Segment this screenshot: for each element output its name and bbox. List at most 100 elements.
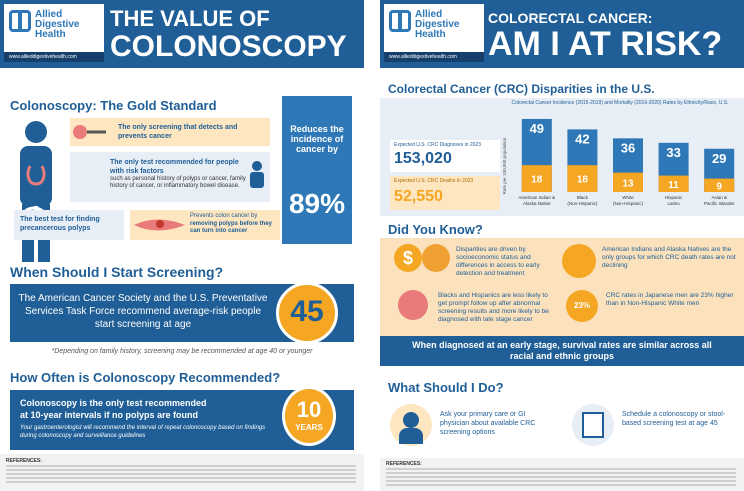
logo-url: www.allieddigestivehealth.com xyxy=(4,52,104,62)
incidence-label: 33 xyxy=(666,145,680,160)
mortality-label: 18 xyxy=(531,175,543,186)
mortality-bar xyxy=(567,165,598,192)
gold-standard-heading: Colonoscopy: The Gold Standard xyxy=(10,98,217,113)
mortality-bar xyxy=(521,165,552,192)
age-badge: 45 xyxy=(276,282,338,344)
years-value: 10 xyxy=(296,397,322,422)
crc-rates-chart: Colorectal Cancer Incidence (2015-2019) … xyxy=(502,100,735,206)
survival-banner: When diagnosed at an early stage, surviv… xyxy=(380,336,744,366)
expected-deaths-box: Expected U.S. CRC Deaths in 2023 52,550 xyxy=(390,176,500,210)
dollar-icon: $ xyxy=(394,244,422,272)
reduction-percent: 89% xyxy=(288,188,346,219)
mortality-label: 13 xyxy=(622,178,634,189)
japanese-men-badge: 23% xyxy=(566,290,598,322)
how-often-text-1: Colonoscopy is the only test recommended xyxy=(20,398,207,408)
fact-3-text: Blacks and Hispanics are less likely to … xyxy=(438,292,549,323)
category-label: (Non-Hispanic) xyxy=(567,201,598,206)
logo: Allied Digestive Health www.allieddigest… xyxy=(4,4,104,62)
mortality-bar xyxy=(704,178,735,192)
benefit-4-text-b: removing polyps before they can turn int… xyxy=(190,221,273,234)
benefit-row-3: The best test for finding precancerous p… xyxy=(14,210,124,240)
when-text: The American Cancer Society and the U.S.… xyxy=(18,293,268,330)
references-text xyxy=(6,465,356,485)
incidence-label: 29 xyxy=(712,151,726,166)
category-label: Alaska Native xyxy=(523,201,551,206)
page-title-line-1: THE VALUE OF xyxy=(110,6,270,31)
family-icon xyxy=(250,161,264,188)
incidence-label: 42 xyxy=(575,131,589,146)
incidence-label: 36 xyxy=(621,140,635,155)
benefit-2-text: The only test recommended for people wit… xyxy=(110,159,239,175)
logo-url-2: www.allieddigestivehealth.com xyxy=(384,52,484,62)
mortality-bar xyxy=(658,175,689,192)
category-label: Black xyxy=(577,195,589,200)
category-label: Hispanic xyxy=(665,195,683,200)
reduces-text: Reduces the incidence of cancer by xyxy=(290,124,344,154)
colonoscopy-infographic: Allied Digestive Health www.allieddigest… xyxy=(0,0,364,491)
references-text-2 xyxy=(386,468,736,486)
logo-icon xyxy=(9,10,31,32)
what-should-i-do-heading: What Should I Do? xyxy=(388,380,504,395)
benefit-1-text: The only screening that detects and prev… xyxy=(118,124,238,140)
age-value: 45 xyxy=(290,295,324,328)
incidence-reduction-card: Reduces the incidence of cancer by 89% xyxy=(282,96,352,244)
action-1-text: Ask your primary care or GI physician ab… xyxy=(440,411,536,436)
years-label: YEARS xyxy=(295,423,323,432)
fact-4-text: CRC rates in Japanese men are 23% higher… xyxy=(606,292,734,307)
survival-banner-text: When diagnosed at an early stage, surviv… xyxy=(412,340,712,361)
references-label: REFERENCES: xyxy=(6,458,42,464)
category-label: (Non-Hispanic) xyxy=(613,201,644,206)
scope-icon xyxy=(73,125,106,139)
logo-text-2: Digestive xyxy=(35,19,80,30)
fact-2-text: American Indians and Alaska Natives are … xyxy=(602,246,736,269)
category-label: Asian & xyxy=(711,195,727,200)
when-heading: When Should I Start Screening? xyxy=(10,264,224,280)
incidence-label: 49 xyxy=(530,121,544,136)
expected-deaths-value: 52,550 xyxy=(394,188,443,205)
feather-icon xyxy=(562,244,596,278)
mortality-bar xyxy=(613,172,643,192)
mortality-label: 9 xyxy=(716,181,722,192)
chart-ylabel: Rate per 100,000 population xyxy=(502,137,507,194)
expected-deaths-label: Expected U.S. CRC Deaths in 2023 xyxy=(394,178,474,184)
logo-2: Allied Digestive Health www.allieddigest… xyxy=(384,4,484,62)
location-icon xyxy=(422,244,450,272)
benefit-row-4: Prevents colon cancer by removing polyps… xyxy=(130,210,280,240)
how-often-text-2: at 10-year intervals if no polyps are fo… xyxy=(20,410,199,420)
polyp-removal-icon xyxy=(134,219,185,231)
benefit-3-text: The best test for finding precancerous p… xyxy=(20,216,100,232)
expected-diagnoses-box: Expected U.S. CRC Diagnoses in 2023 153,… xyxy=(390,140,500,172)
references-box-2: REFERENCES: xyxy=(380,458,744,491)
logo-2-text-2: Digestive xyxy=(415,19,460,30)
mortality-label: 11 xyxy=(668,180,679,191)
action-2-text: Schedule a colonoscopy or stool-based sc… xyxy=(622,411,726,427)
category-label: Latino xyxy=(667,201,680,206)
expected-diagnoses-label: Expected U.S. CRC Diagnoses in 2023 xyxy=(394,142,481,148)
logo-icon-2 xyxy=(389,10,411,32)
references-label-2: REFERENCES: xyxy=(386,461,422,467)
mortality-label: 18 xyxy=(577,175,589,186)
category-label: American Indian & xyxy=(518,195,555,200)
logo-text-3: Health xyxy=(35,29,66,40)
chart-title: Colorectal Cancer Incidence (2015-2019) … xyxy=(511,100,728,106)
crc-disparities-heading: Colorectal Cancer (CRC) Disparities in t… xyxy=(388,82,655,96)
logo-2-text-1: Allied xyxy=(415,9,443,20)
colon-icon xyxy=(398,290,428,320)
category-label: Pacific Islander xyxy=(704,201,735,206)
doctor-icon xyxy=(390,404,432,446)
expected-diagnoses-value: 153,020 xyxy=(394,150,452,167)
checklist-icon xyxy=(572,404,614,446)
risk-title-line-2: AM I AT RISK? xyxy=(488,25,723,63)
risk-infographic: Allied Digestive Health www.allieddigest… xyxy=(380,0,744,491)
how-often-heading: How Often is Colonoscopy Recommended? xyxy=(10,370,281,385)
logo-2-text-3: Health xyxy=(415,29,446,40)
benefit-2-subtext: such as personal history of polyps or ca… xyxy=(110,176,246,189)
header-banner: Allied Digestive Health www.allieddigest… xyxy=(0,0,364,68)
fact-1-text: Disparities are driven by socioeconomic … xyxy=(456,246,540,277)
years-badge: 10 YEARS xyxy=(282,386,336,446)
header-banner-2: Allied Digestive Health www.allieddigest… xyxy=(380,0,744,68)
risk-title-line-1: COLORECTAL CANCER: xyxy=(488,10,653,26)
category-label: White xyxy=(622,195,634,200)
patient-figure-icon xyxy=(10,121,52,262)
page-title-line-2: COLONOSCOPY xyxy=(110,30,347,63)
